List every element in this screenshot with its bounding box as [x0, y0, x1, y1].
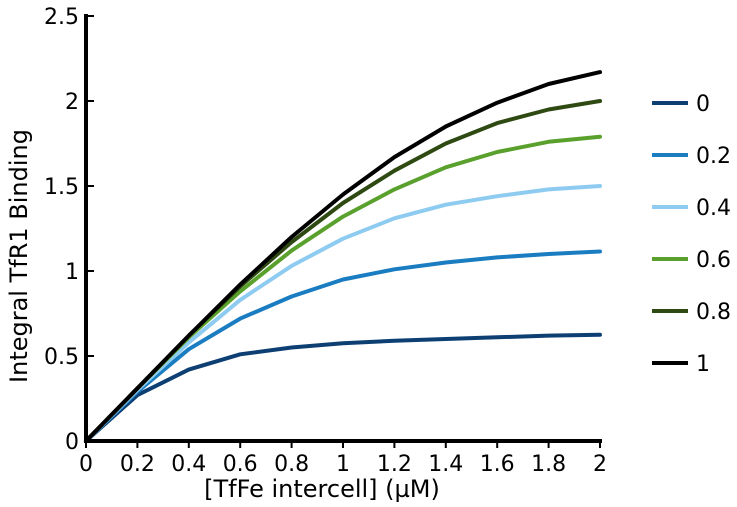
plot-area — [84, 70, 602, 443]
y-axis-label: Integral TfR1 Binding — [5, 129, 33, 383]
x-tick-label: 0.8 — [274, 452, 309, 477]
x-tick-label: 0.4 — [171, 452, 206, 477]
x-tick-label: 1.6 — [480, 452, 515, 477]
x-tick-label: 2 — [593, 452, 607, 477]
y-tick-label: 1.5 — [44, 175, 79, 200]
x-tick-label: 0.2 — [120, 452, 155, 477]
series-line-4 — [84, 99, 602, 443]
legend-label-0: 0 — [696, 92, 710, 117]
y-tick-label: 1 — [65, 260, 79, 285]
x-tick-label: 0.6 — [223, 452, 258, 477]
x-ticks: 0 0.2 0.4 0.6 0.8 1 1.2 1.4 1.6 1.8 2 — [79, 441, 607, 477]
y-tick-label: 0.5 — [44, 345, 79, 370]
x-tick-label: 1.8 — [531, 452, 566, 477]
series-line-2 — [84, 184, 602, 443]
series-line-3 — [84, 134, 602, 443]
legend-label-4: 0.8 — [696, 300, 731, 325]
legend-label-2: 0.4 — [696, 196, 731, 221]
series-line-5 — [84, 70, 602, 443]
x-tick-label: 1 — [336, 452, 350, 477]
legend-label-3: 0.6 — [696, 248, 731, 273]
series-line-0 — [84, 332, 602, 443]
legend-label-5: 1 — [696, 352, 710, 377]
x-tick-label: 1.4 — [428, 452, 463, 477]
y-tick-label: 2 — [65, 90, 79, 115]
y-tick-label: 2.5 — [44, 5, 79, 30]
y-tick-label: 0 — [65, 430, 79, 455]
legend: 0 0.2 0.4 0.6 0.8 1 — [652, 92, 731, 377]
series-line-1 — [84, 249, 602, 443]
x-axis-label: [TfFe intercell] (µM) — [204, 475, 440, 503]
x-tick-label: 1.2 — [377, 452, 412, 477]
x-tick-label: 0 — [79, 452, 93, 477]
y-ticks: 0 0.5 1 1.5 2 2.5 — [44, 5, 94, 455]
legend-label-1: 0.2 — [696, 144, 731, 169]
